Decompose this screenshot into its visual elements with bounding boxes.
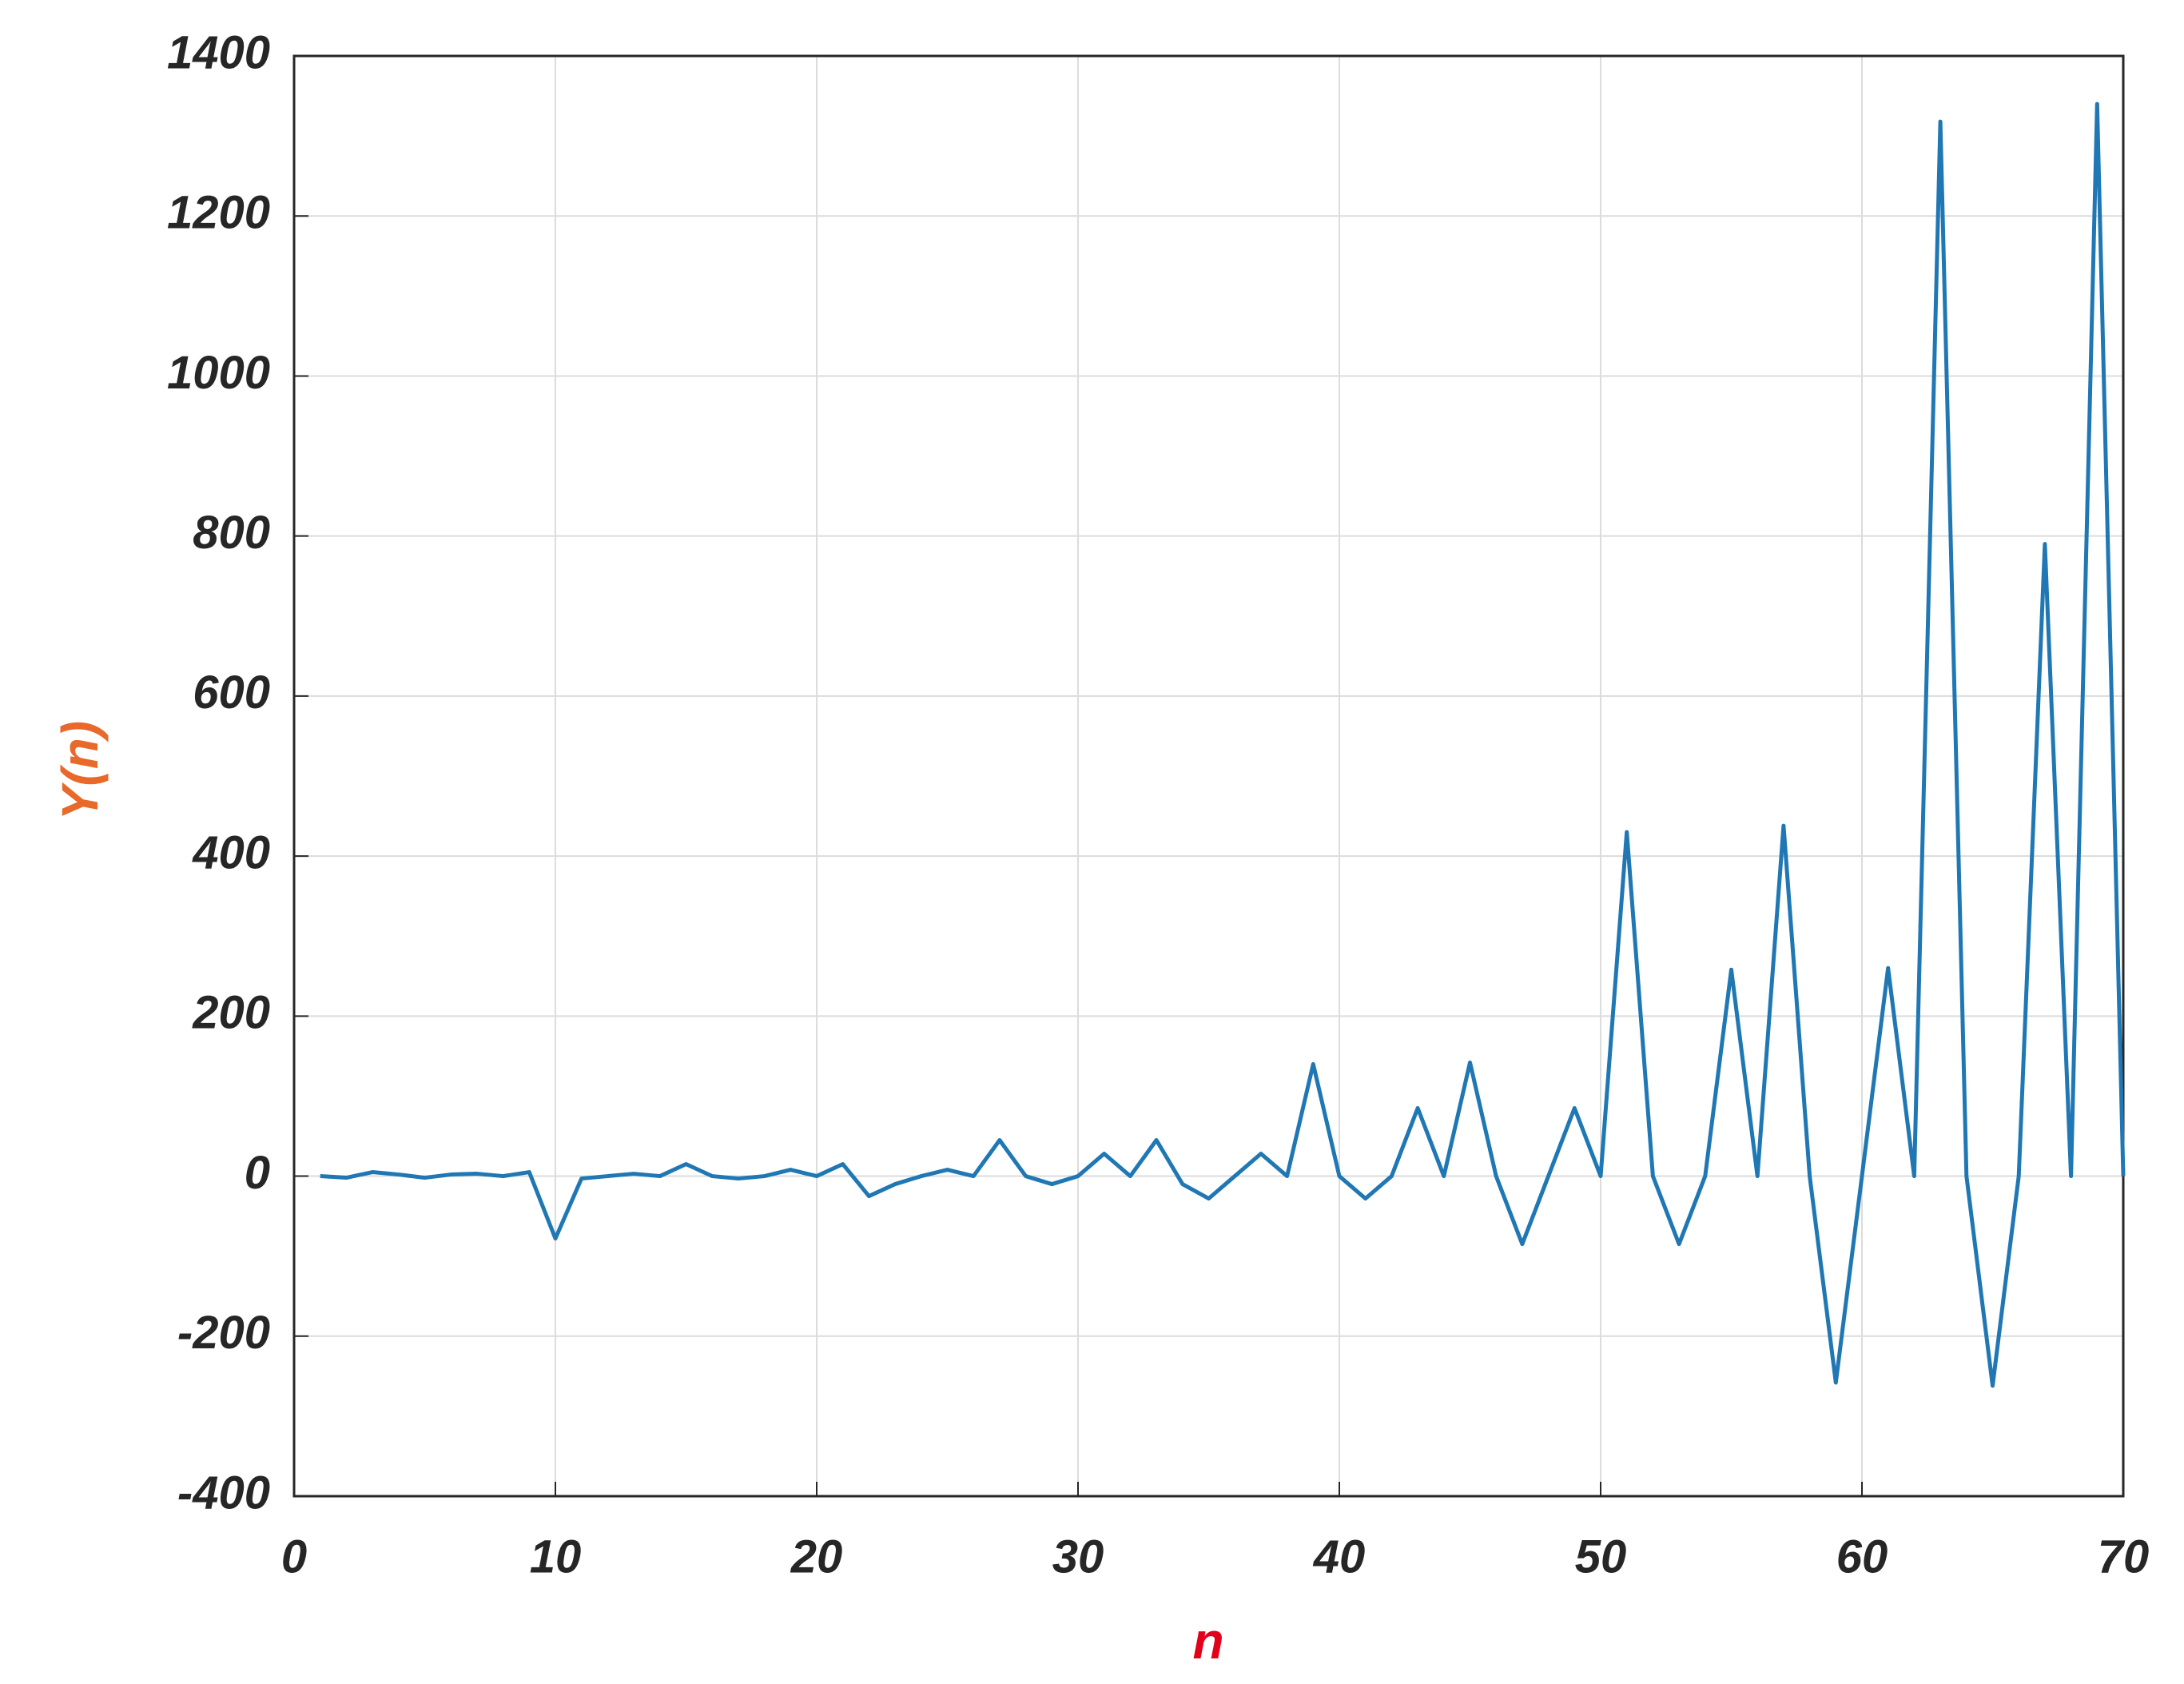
y-tick-label: -200 (177, 1307, 270, 1359)
x-tick-label: 50 (1575, 1531, 1627, 1582)
y-axis-label: Y(n) (51, 721, 109, 820)
y-tick-label: 600 (193, 667, 270, 719)
y-tick-label: 800 (193, 507, 270, 559)
y-tick-label: 1000 (167, 347, 270, 399)
y-tick-label: 1400 (167, 26, 270, 78)
x-tick-label: 40 (1313, 1531, 1366, 1582)
plot-frame (292, 54, 2125, 1498)
x-tick-label: 10 (530, 1531, 582, 1582)
y-tick-label: 200 (192, 987, 270, 1039)
x-tick-label: 0 (281, 1531, 307, 1582)
x-tick-label: 70 (2098, 1531, 2150, 1582)
y-tick-label: -400 (177, 1467, 270, 1519)
x-axis-label: n (1192, 1612, 1223, 1670)
x-tick-label: 60 (1836, 1531, 1888, 1582)
y-tick-label: 400 (192, 826, 270, 878)
data-line (320, 102, 2126, 1388)
x-tick-label: 20 (790, 1531, 843, 1582)
y-tick-label: 0 (245, 1147, 270, 1199)
y-tick-label: 1200 (167, 187, 270, 239)
x-tick-label: 30 (1052, 1531, 1104, 1582)
